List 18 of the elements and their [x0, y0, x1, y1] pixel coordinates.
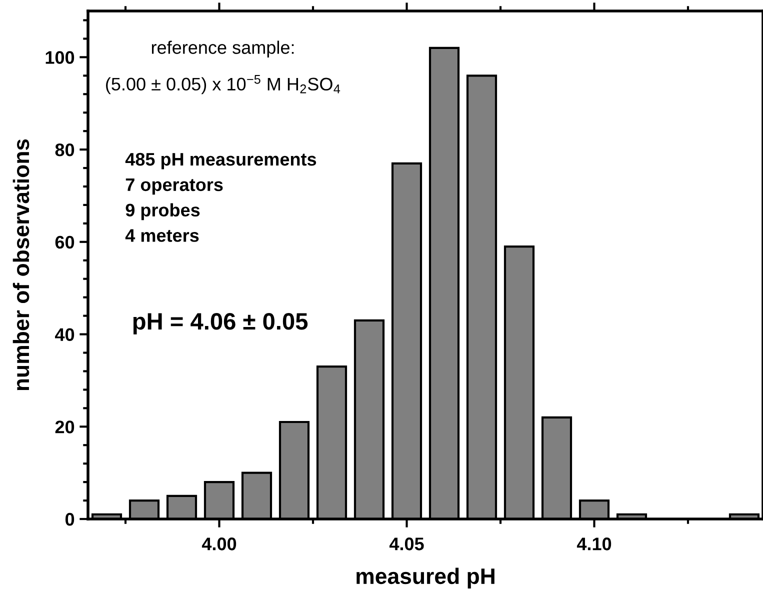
y-tick-label: 20 [55, 420, 74, 434]
x-tick-label: 4.05 [389, 538, 424, 550]
annotation: reference sample: [152, 40, 294, 58]
y-tick-label: 80 [55, 143, 74, 156]
annotation: 4 meters [125, 229, 199, 242]
x-tick-label: 4.00 [202, 538, 236, 550]
annotation: 7 operators [126, 178, 223, 195]
y-axis-title: number of observations [12, 139, 30, 390]
y-tick-label: 100 [46, 51, 74, 64]
y-tick-label: 60 [55, 236, 74, 249]
x-tick-label: 4.10 [576, 538, 612, 550]
y-tick-label: 40 [55, 328, 74, 341]
annotation: 485 pH measurements [125, 152, 316, 170]
annotation: 9 probes [126, 203, 200, 220]
annotation: pH = 4.06 ± 0.05 [133, 313, 308, 334]
y-tick-label: 0 [65, 512, 74, 526]
annotation: (5.00 ± 0.05) x 10$^{−5}$ M H$_{2}$SO$_{4}$ [106, 75, 340, 94]
x-axis-title: measured pH [356, 568, 494, 588]
